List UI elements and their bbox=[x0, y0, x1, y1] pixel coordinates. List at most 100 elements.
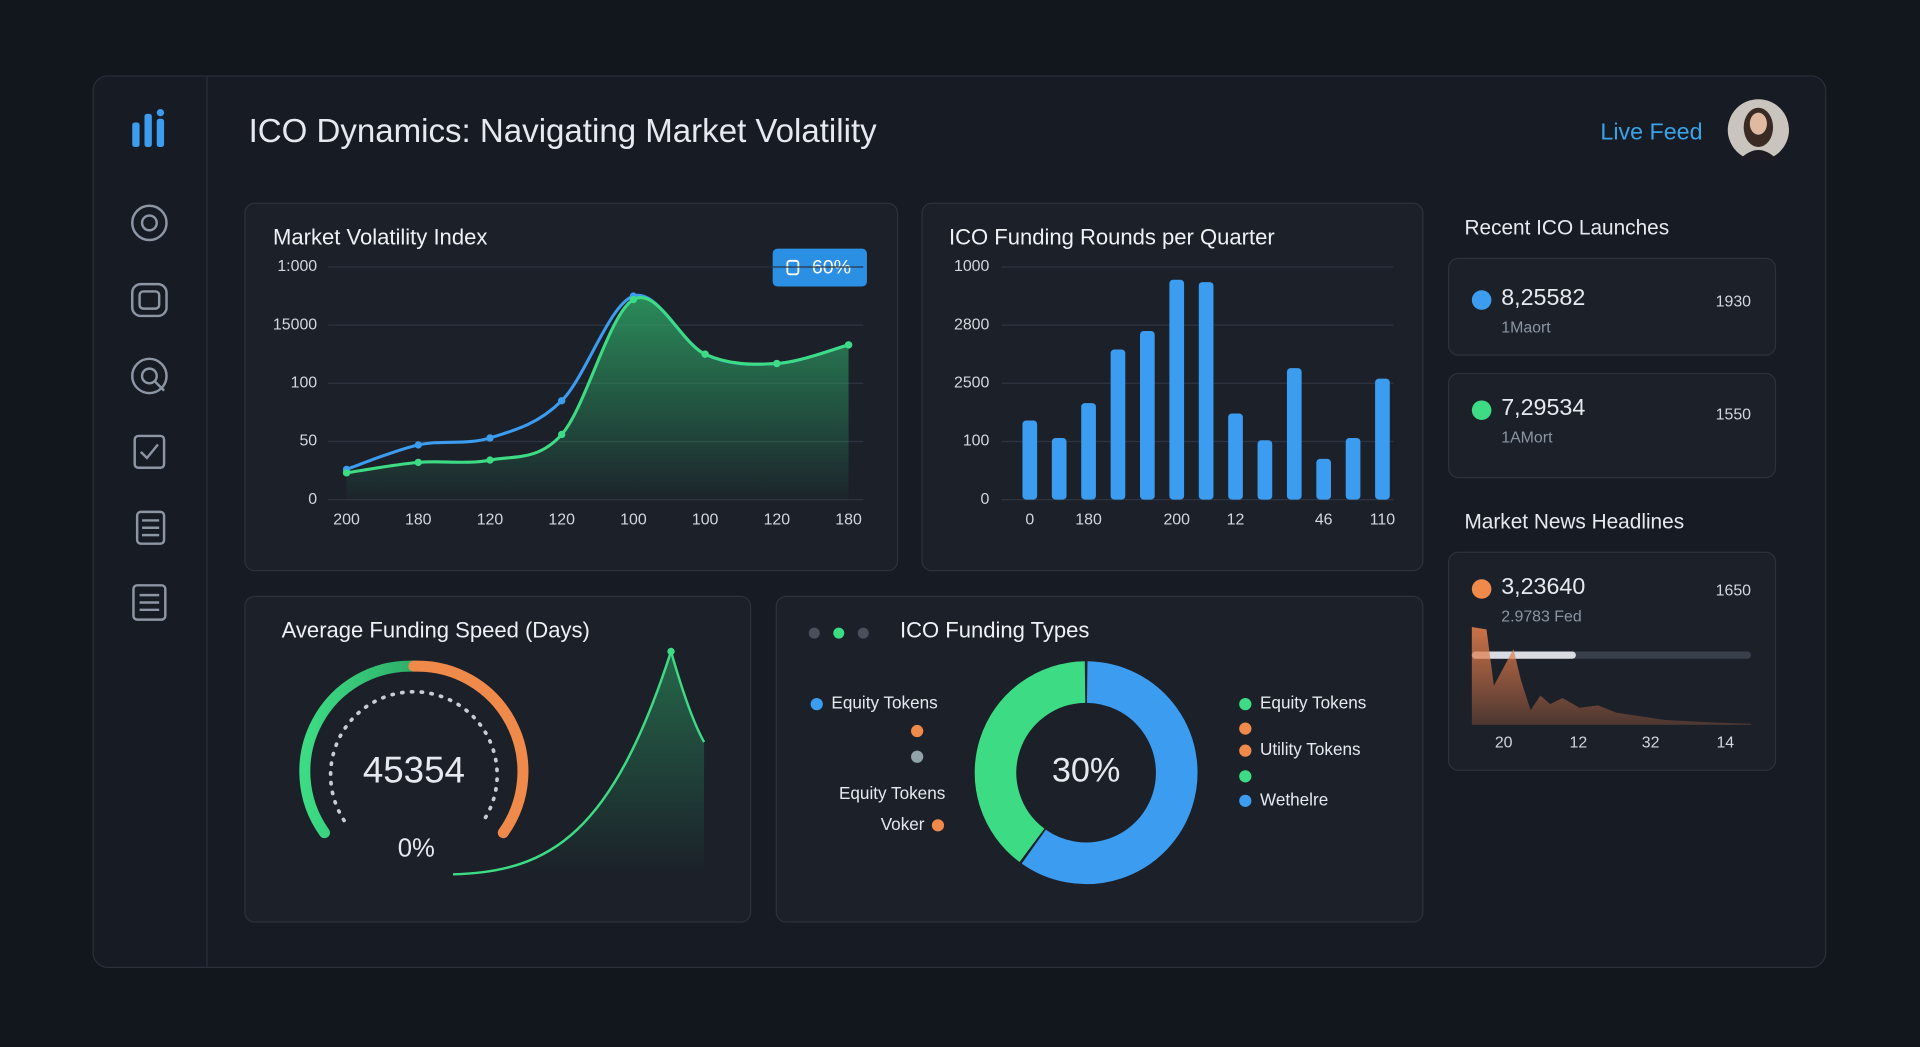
legend-label[interactable]: Wethelre bbox=[1260, 789, 1328, 809]
legend-dot bbox=[1239, 697, 1252, 711]
bar[interactable] bbox=[1081, 403, 1096, 500]
gauge-arc bbox=[408, 660, 529, 839]
legend-dot bbox=[1239, 744, 1252, 757]
gauge-caption: 0% bbox=[398, 835, 435, 863]
legend-label[interactable]: Equity Tokens bbox=[831, 693, 937, 713]
x-tick-label: 12 bbox=[1227, 512, 1245, 529]
legend-dot bbox=[931, 819, 945, 832]
x-tick-label: 180 bbox=[1075, 512, 1102, 529]
x-tick-label: 110 bbox=[1370, 512, 1396, 529]
panel-title: Average Funding Speed (Days) bbox=[282, 618, 590, 643]
legend-dot bbox=[911, 724, 924, 738]
spike-area bbox=[453, 651, 705, 875]
nav-icon[interactable] bbox=[133, 434, 166, 470]
gauge-dots bbox=[328, 689, 499, 823]
point bbox=[844, 341, 853, 349]
legend-dot bbox=[1239, 770, 1252, 783]
spike-line bbox=[453, 647, 706, 876]
card[interactable] bbox=[1447, 257, 1777, 356]
window-dot bbox=[808, 627, 820, 639]
bar[interactable] bbox=[1198, 282, 1214, 500]
bar[interactable] bbox=[1345, 437, 1361, 500]
x-tick-label: 20 bbox=[1495, 734, 1513, 751]
window-dot bbox=[857, 627, 869, 639]
gauge-arc bbox=[299, 660, 420, 839]
bar[interactable] bbox=[1228, 413, 1243, 500]
x-tick-label: 200 bbox=[333, 512, 360, 529]
bar[interactable] bbox=[1140, 330, 1155, 500]
point bbox=[773, 359, 781, 368]
area bbox=[346, 297, 849, 500]
bar[interactable] bbox=[1286, 368, 1302, 500]
sidebar bbox=[131, 109, 168, 621]
y-tick-label: 15000 bbox=[273, 316, 317, 333]
x-tick-label: 120 bbox=[477, 512, 504, 529]
point bbox=[629, 295, 638, 304]
point bbox=[486, 434, 494, 442]
live-feed[interactable]: Live Feed bbox=[1600, 119, 1702, 145]
y-tick-label: 100 bbox=[963, 433, 990, 450]
nav-icon[interactable] bbox=[132, 584, 167, 621]
x-tick-label: 180 bbox=[405, 512, 432, 529]
line bbox=[346, 296, 849, 475]
donut-segment[interactable] bbox=[1021, 661, 1198, 885]
legend-label[interactable]: Equity Tokens bbox=[1260, 693, 1366, 713]
card-sub: 1Maort bbox=[1501, 319, 1551, 336]
panel-title: Market Volatility Index bbox=[273, 225, 487, 250]
x-tick-label: 0 bbox=[1025, 512, 1034, 529]
bar[interactable] bbox=[1169, 279, 1185, 500]
page-title: ICO Dynamics: Navigating Market Volatili… bbox=[249, 113, 878, 150]
legend-label[interactable]: Equity Tokens bbox=[839, 783, 945, 803]
x-tick-label: 100 bbox=[620, 512, 647, 529]
bar[interactable] bbox=[1257, 440, 1273, 500]
gauge-value: 45354 bbox=[363, 749, 465, 790]
legend-dot bbox=[1239, 794, 1252, 807]
card[interactable] bbox=[1447, 372, 1777, 479]
point bbox=[486, 456, 494, 464]
x-tick-label: 32 bbox=[1642, 734, 1660, 751]
x-tick-label: 180 bbox=[835, 512, 862, 529]
donut-segment[interactable] bbox=[974, 661, 1086, 863]
x-tick-label: 46 bbox=[1315, 512, 1333, 529]
panel bbox=[775, 595, 1424, 923]
point bbox=[414, 441, 422, 449]
y-tick-label: 50 bbox=[299, 433, 317, 450]
x-tick-label: 14 bbox=[1716, 734, 1734, 751]
bar[interactable] bbox=[1022, 420, 1038, 500]
nav-icon[interactable] bbox=[131, 204, 168, 242]
nav-icon[interactable] bbox=[131, 282, 168, 318]
bar[interactable] bbox=[1316, 458, 1332, 500]
panel-title: ICO Funding Rounds per Quarter bbox=[949, 225, 1275, 250]
y-tick-label: 0 bbox=[981, 491, 990, 508]
card-sub: 1AMort bbox=[1501, 430, 1553, 447]
news-area bbox=[1471, 626, 1752, 725]
bar[interactable] bbox=[1110, 349, 1126, 500]
y-tick-label: 2500 bbox=[954, 374, 990, 391]
card-value: 8,25582 bbox=[1501, 284, 1585, 310]
avatar[interactable] bbox=[1727, 99, 1789, 161]
nav-icon[interactable] bbox=[131, 357, 168, 395]
legend-label[interactable]: Utility Tokens bbox=[1260, 739, 1361, 759]
point bbox=[701, 350, 709, 358]
status-dot bbox=[1471, 579, 1492, 599]
status-dot bbox=[1471, 290, 1492, 310]
legend-dot bbox=[911, 750, 924, 763]
y-tick-label: 1000 bbox=[954, 258, 990, 275]
card-side: 1550 bbox=[1716, 406, 1752, 423]
legend-label[interactable]: Voker bbox=[881, 814, 925, 834]
bar[interactable] bbox=[1051, 437, 1067, 500]
legend-dot bbox=[810, 697, 823, 711]
section-title: Recent ICO Launches bbox=[1464, 217, 1669, 240]
point bbox=[414, 458, 422, 467]
card-sub: 2.9783 Fed bbox=[1501, 608, 1581, 625]
y-tick-label: 1:000 bbox=[277, 258, 317, 275]
nav-icon[interactable] bbox=[135, 510, 166, 545]
progress-fill bbox=[1471, 651, 1576, 659]
spike-point bbox=[667, 647, 675, 656]
point bbox=[558, 430, 566, 439]
bar[interactable] bbox=[1375, 378, 1390, 500]
donut-center-label: 30% bbox=[1052, 752, 1121, 790]
x-tick-label: 12 bbox=[1570, 734, 1588, 751]
